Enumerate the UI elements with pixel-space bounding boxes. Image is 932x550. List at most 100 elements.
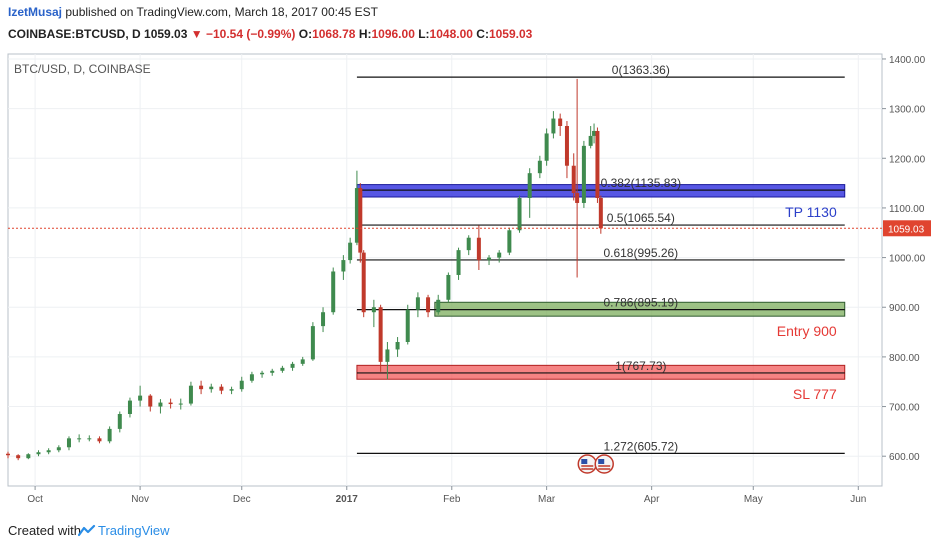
- candle-body: [405, 309, 410, 342]
- tradingview-logo-icon: [78, 524, 96, 537]
- candle-body: [168, 402, 173, 405]
- y-axis[interactable]: 600.00 700.00 800.00 900.00 1000.00 1100.00 12…: [8, 55, 931, 463]
- y-tick-label: 1200.00: [889, 154, 926, 165]
- us-flag-event-icon: [577, 454, 598, 474]
- candle-body: [270, 370, 275, 373]
- y-tick-label: 700.00: [889, 403, 920, 414]
- published-text: published on TradingView.com, March 18, …: [65, 5, 378, 19]
- candle-body: [87, 438, 92, 440]
- candle-body: [466, 237, 471, 251]
- symbol-label: COINBASE:BTCUSD, D: [8, 27, 141, 41]
- price-chart[interactable]: TP 1130 Entry 900 SL 777 0(1363.36) 0.382(1…: [0, 46, 932, 512]
- candle-body: [497, 252, 502, 258]
- high-label: H:: [358, 27, 372, 41]
- candle-body: [571, 165, 576, 194]
- candle-body: [77, 438, 82, 440]
- chart-title: BTC/USD, D, COINBASE: [14, 62, 151, 76]
- candle-body: [537, 160, 542, 174]
- candle-body: [385, 349, 390, 362]
- open-label: O:: [298, 27, 313, 41]
- x-tick-label: 2017: [336, 494, 359, 505]
- footer: Created with TradingView: [0, 512, 932, 550]
- price-change: −10.54 (−0.99%): [205, 27, 296, 41]
- candle-body: [564, 126, 569, 166]
- publish-line: IzetMusaj published on TradingView.com, …: [8, 5, 378, 19]
- candle-body: [26, 454, 31, 459]
- y-tick-label: 600.00: [889, 452, 920, 463]
- high-value: 1096.00: [371, 27, 415, 41]
- tradingview-link[interactable]: TradingView: [98, 523, 170, 538]
- x-axis[interactable]: Oct Nov Dec 2017 Feb Mar Apr May Jun: [27, 486, 866, 505]
- y-tick-label: 1400.00: [889, 55, 926, 66]
- candle-body: [415, 297, 420, 310]
- candle-body: [46, 450, 51, 453]
- x-tick-label: Dec: [233, 494, 251, 505]
- candle-body: [595, 130, 600, 198]
- y-tick-label: 900.00: [889, 303, 920, 314]
- x-tick-label: Oct: [27, 494, 43, 505]
- fib-label: 0(1363.36): [612, 63, 670, 77]
- close-label: C:: [476, 27, 489, 41]
- candle-body: [97, 438, 102, 442]
- x-tick-label: Apr: [644, 494, 660, 505]
- candle-body: [260, 372, 265, 375]
- candle-body: [341, 260, 346, 272]
- fib-label: 0.382(1135.83): [601, 176, 682, 190]
- low-label: L:: [418, 27, 430, 41]
- candle-body: [229, 389, 234, 391]
- x-tick-label: Nov: [131, 494, 149, 505]
- plot-area[interactable]: [7, 53, 883, 487]
- candle-body: [558, 118, 563, 126]
- candle-body: [66, 438, 71, 448]
- us-flag-event-icon: [594, 454, 614, 474]
- flag-canton: [581, 459, 588, 464]
- event-markers[interactable]: [577, 454, 614, 474]
- candle-body: [487, 257, 492, 261]
- candle-body: [6, 453, 10, 456]
- candle-body: [348, 242, 353, 261]
- candle-body: [575, 193, 580, 203]
- candle-body: [239, 380, 244, 390]
- candle-body: [551, 118, 556, 134]
- candle-body: [395, 342, 400, 350]
- candle-body: [544, 133, 549, 161]
- candle-body: [331, 271, 336, 313]
- author-link[interactable]: IzetMusaj: [8, 5, 63, 19]
- zone-label-entry: Entry 900: [777, 323, 837, 339]
- candle-body: [598, 198, 603, 229]
- candle-body: [358, 188, 363, 253]
- candle-body: [249, 374, 254, 381]
- fib-label: 0.618(995.26): [603, 246, 678, 260]
- candle-body: [426, 297, 431, 313]
- zone-sl: [356, 364, 846, 380]
- candle-body: [321, 312, 326, 327]
- current-price-tag-label: 1059.03: [888, 224, 925, 235]
- y-tick-label: 1000.00: [889, 254, 926, 265]
- y-tick-label: 800.00: [889, 353, 920, 364]
- grid: [8, 54, 882, 486]
- low-value: 1048.00: [429, 27, 473, 41]
- x-tick-label: May: [744, 494, 763, 505]
- candle-body: [178, 403, 183, 405]
- candle-body: [158, 402, 163, 407]
- close-value: 1059.03: [488, 27, 533, 41]
- chart-header: IzetMusaj published on TradingView.com, …: [0, 0, 932, 46]
- candle-body: [476, 237, 481, 261]
- fib-label: 0.5(1065.54): [607, 211, 675, 225]
- candle-body: [446, 274, 451, 300]
- x-tick-label: Jun: [850, 494, 866, 505]
- candle-body: [592, 130, 597, 136]
- y-tick-label: 1300.00: [889, 105, 926, 116]
- zone-label-sl: SL 777: [793, 386, 837, 402]
- candle-body: [127, 400, 132, 414]
- x-tick-label: Feb: [443, 494, 461, 505]
- candle-body: [588, 135, 593, 146]
- candle-body: [148, 395, 153, 407]
- candle-body: [199, 385, 204, 390]
- candle-body: [581, 145, 586, 203]
- created-with-text: Created with: [8, 523, 81, 538]
- candle-body: [107, 428, 112, 442]
- candle-body: [361, 252, 366, 313]
- candle-body: [517, 198, 522, 231]
- candle-body: [117, 414, 122, 429]
